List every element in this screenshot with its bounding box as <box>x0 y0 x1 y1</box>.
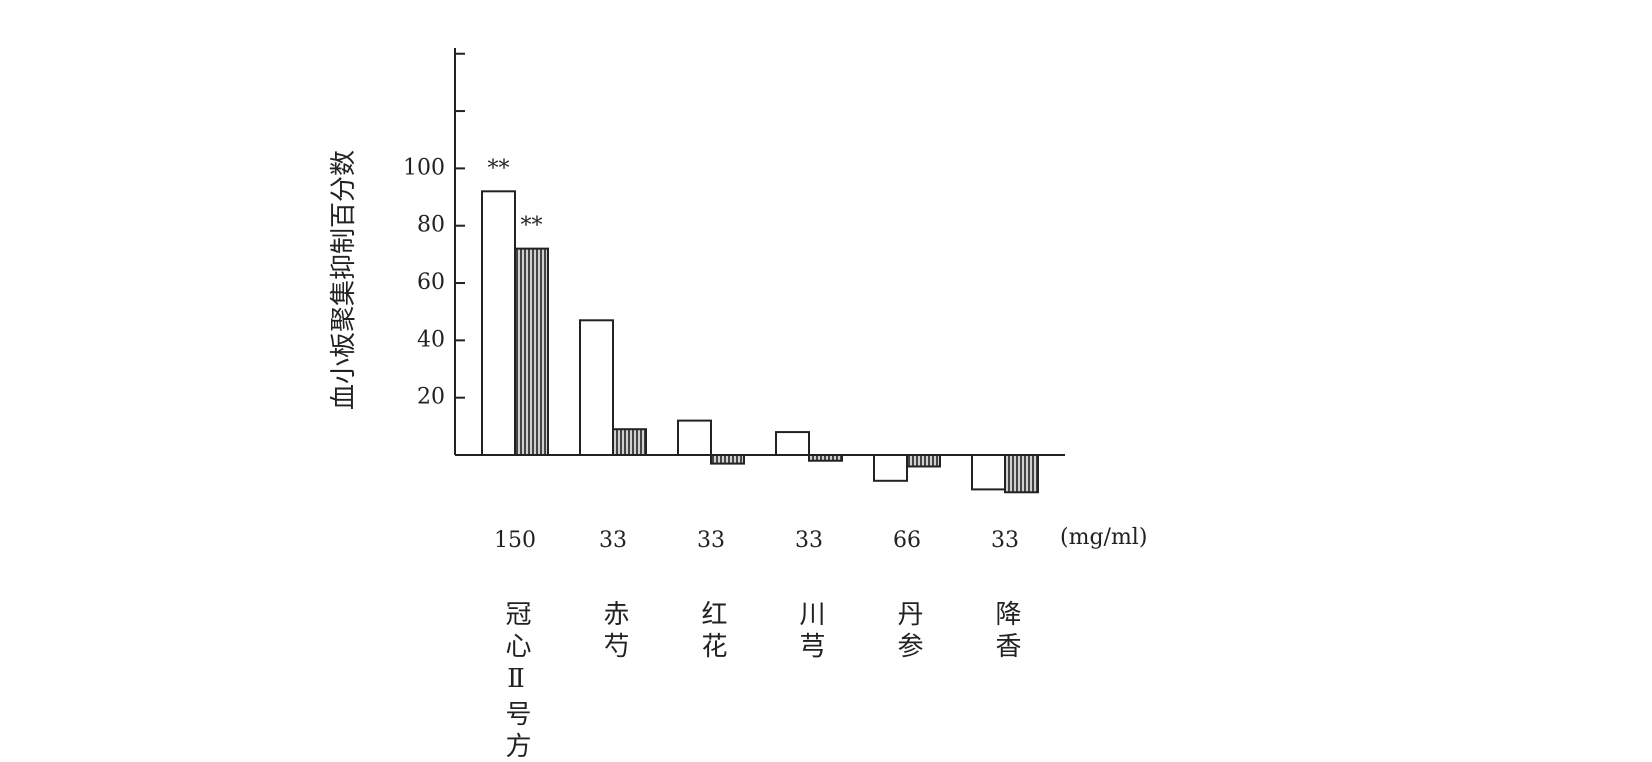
bar <box>1004 454 1039 494</box>
bar <box>808 454 843 462</box>
x-tick-label: 丹参 <box>893 600 923 664</box>
y-tick-label: 40 <box>417 327 445 352</box>
bar <box>579 319 614 457</box>
bar <box>971 454 1006 491</box>
x-tick-label: 红花 <box>697 600 727 664</box>
significance-mark: ** <box>488 156 510 181</box>
bar <box>481 190 516 457</box>
y-tick-label: 100 <box>403 155 445 180</box>
bar <box>873 454 908 482</box>
dose-label: 66 <box>893 528 921 553</box>
x-tick-label: 川芎 <box>795 600 825 664</box>
bar <box>775 431 810 457</box>
bar <box>514 247 549 457</box>
bar <box>612 428 647 457</box>
x-tick-label: 降香 <box>991 600 1021 664</box>
x-tick-label: 赤芍 <box>599 600 629 664</box>
dose-label: 150 <box>494 528 536 553</box>
x-tick-label: 冠心Ⅱ号方 <box>501 600 531 762</box>
y-tick-label: 80 <box>417 213 445 238</box>
significance-mark: ** <box>521 214 543 239</box>
y-tick-label: 20 <box>417 385 445 410</box>
dose-label: 33 <box>599 528 627 553</box>
dose-unit: (mg/ml) <box>1060 525 1147 550</box>
bar <box>677 419 712 457</box>
y-axis-label: 血小板聚集抑制百分数 <box>329 150 359 410</box>
dose-label: 33 <box>795 528 823 553</box>
bar <box>710 454 745 465</box>
dose-label: 33 <box>697 528 725 553</box>
dose-label: 33 <box>991 528 1019 553</box>
bar <box>906 454 941 468</box>
y-tick-label: 60 <box>417 270 445 295</box>
